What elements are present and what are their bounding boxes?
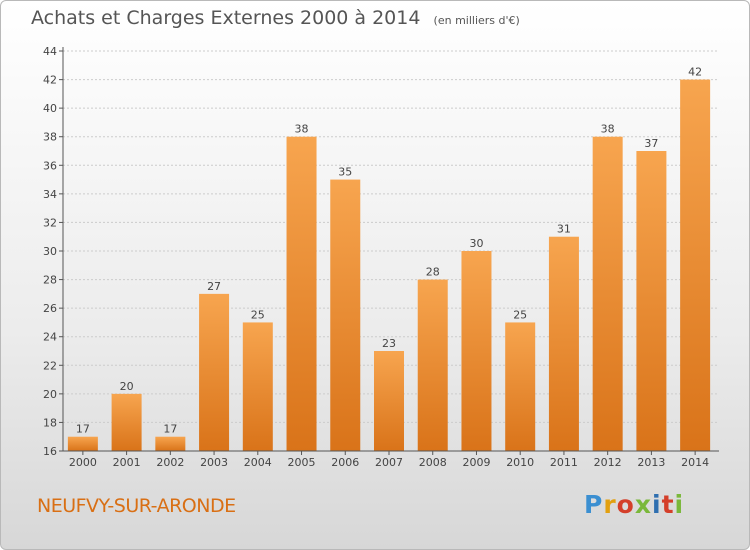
y-tick-label: 40 — [43, 102, 57, 115]
bar — [242, 322, 273, 451]
data-label: 17 — [76, 423, 90, 436]
logo-letter: i — [652, 490, 662, 519]
bar — [505, 322, 536, 451]
y-tick-label: 44 — [43, 45, 57, 58]
x-tick-label: 2008 — [419, 456, 447, 469]
bar — [155, 436, 186, 451]
x-tick-label: 2004 — [244, 456, 272, 469]
bar — [461, 251, 492, 451]
bar — [286, 136, 317, 451]
x-tick-label: 2002 — [156, 456, 184, 469]
x-tick-label: 2012 — [594, 456, 622, 469]
y-tick-label: 26 — [43, 302, 57, 315]
logo-letter: i — [674, 490, 685, 519]
bar — [330, 179, 361, 452]
bar — [680, 79, 711, 452]
x-tick-label: 2011 — [550, 456, 578, 469]
logo-letter: t — [661, 490, 675, 519]
data-label: 38 — [295, 123, 309, 136]
x-tick-label: 2006 — [331, 456, 359, 469]
y-tick-label: 16 — [43, 445, 57, 458]
data-label: 25 — [251, 308, 265, 321]
x-tick-label: 2009 — [462, 456, 490, 469]
x-tick-label: 2014 — [681, 456, 709, 469]
chart-header: Achats et Charges Externes 2000 à 2014 (… — [31, 7, 520, 29]
data-label: 38 — [601, 123, 615, 136]
bar — [199, 293, 230, 451]
data-label: 37 — [644, 137, 658, 150]
data-label: 20 — [120, 380, 134, 393]
data-label: 31 — [557, 223, 571, 236]
proxiti-logo: Proxiti — [584, 490, 684, 519]
bars — [67, 79, 711, 452]
axes — [59, 47, 719, 455]
logo-letter: P — [584, 490, 604, 519]
data-label: 35 — [338, 166, 352, 179]
commune-name: NEUFVY-SUR-ARONDE — [37, 495, 236, 517]
x-tick-label: 2013 — [637, 456, 665, 469]
y-tick-label: 24 — [43, 331, 57, 344]
bar — [111, 393, 142, 451]
chart-unit: (en milliers d'€) — [433, 14, 520, 27]
data-label: 23 — [382, 337, 396, 350]
x-tick-label: 2003 — [200, 456, 228, 469]
y-tick-label: 38 — [43, 131, 57, 144]
bar — [636, 151, 667, 451]
y-tick-label: 34 — [43, 188, 57, 201]
logo-letter: r — [603, 490, 617, 519]
bar — [417, 279, 448, 451]
x-tick-label: 2007 — [375, 456, 403, 469]
logo-letter: x — [634, 490, 652, 519]
labels: 16 18 20 22 24 26 28 30 32 34 36 38 40 42 44 17 2000 20 20… — [43, 45, 709, 469]
y-tick-label: 18 — [43, 416, 57, 429]
data-label: 30 — [469, 237, 483, 250]
logo-letter: o — [616, 490, 635, 519]
x-tick-label: 2005 — [288, 456, 316, 469]
data-label: 42 — [688, 66, 702, 79]
y-tick-label: 20 — [43, 388, 57, 401]
bar — [592, 136, 623, 451]
bar — [374, 351, 404, 451]
x-tick-label: 2000 — [69, 456, 97, 469]
bar — [548, 236, 579, 451]
data-label: 17 — [163, 423, 177, 436]
y-tick-label: 30 — [43, 245, 57, 258]
data-label: 28 — [426, 266, 440, 279]
x-tick-label: 2001 — [113, 456, 141, 469]
bar — [67, 436, 98, 451]
x-tick-label: 2010 — [506, 456, 534, 469]
data-label: 27 — [207, 280, 221, 293]
chart-title: Achats et Charges Externes 2000 à 2014 — [31, 7, 421, 29]
y-tick-label: 36 — [43, 159, 57, 172]
data-label: 25 — [513, 308, 527, 321]
y-tick-label: 28 — [43, 274, 57, 287]
y-tick-label: 42 — [43, 74, 57, 87]
y-tick-label: 32 — [43, 216, 57, 229]
y-tick-label: 22 — [43, 359, 57, 372]
